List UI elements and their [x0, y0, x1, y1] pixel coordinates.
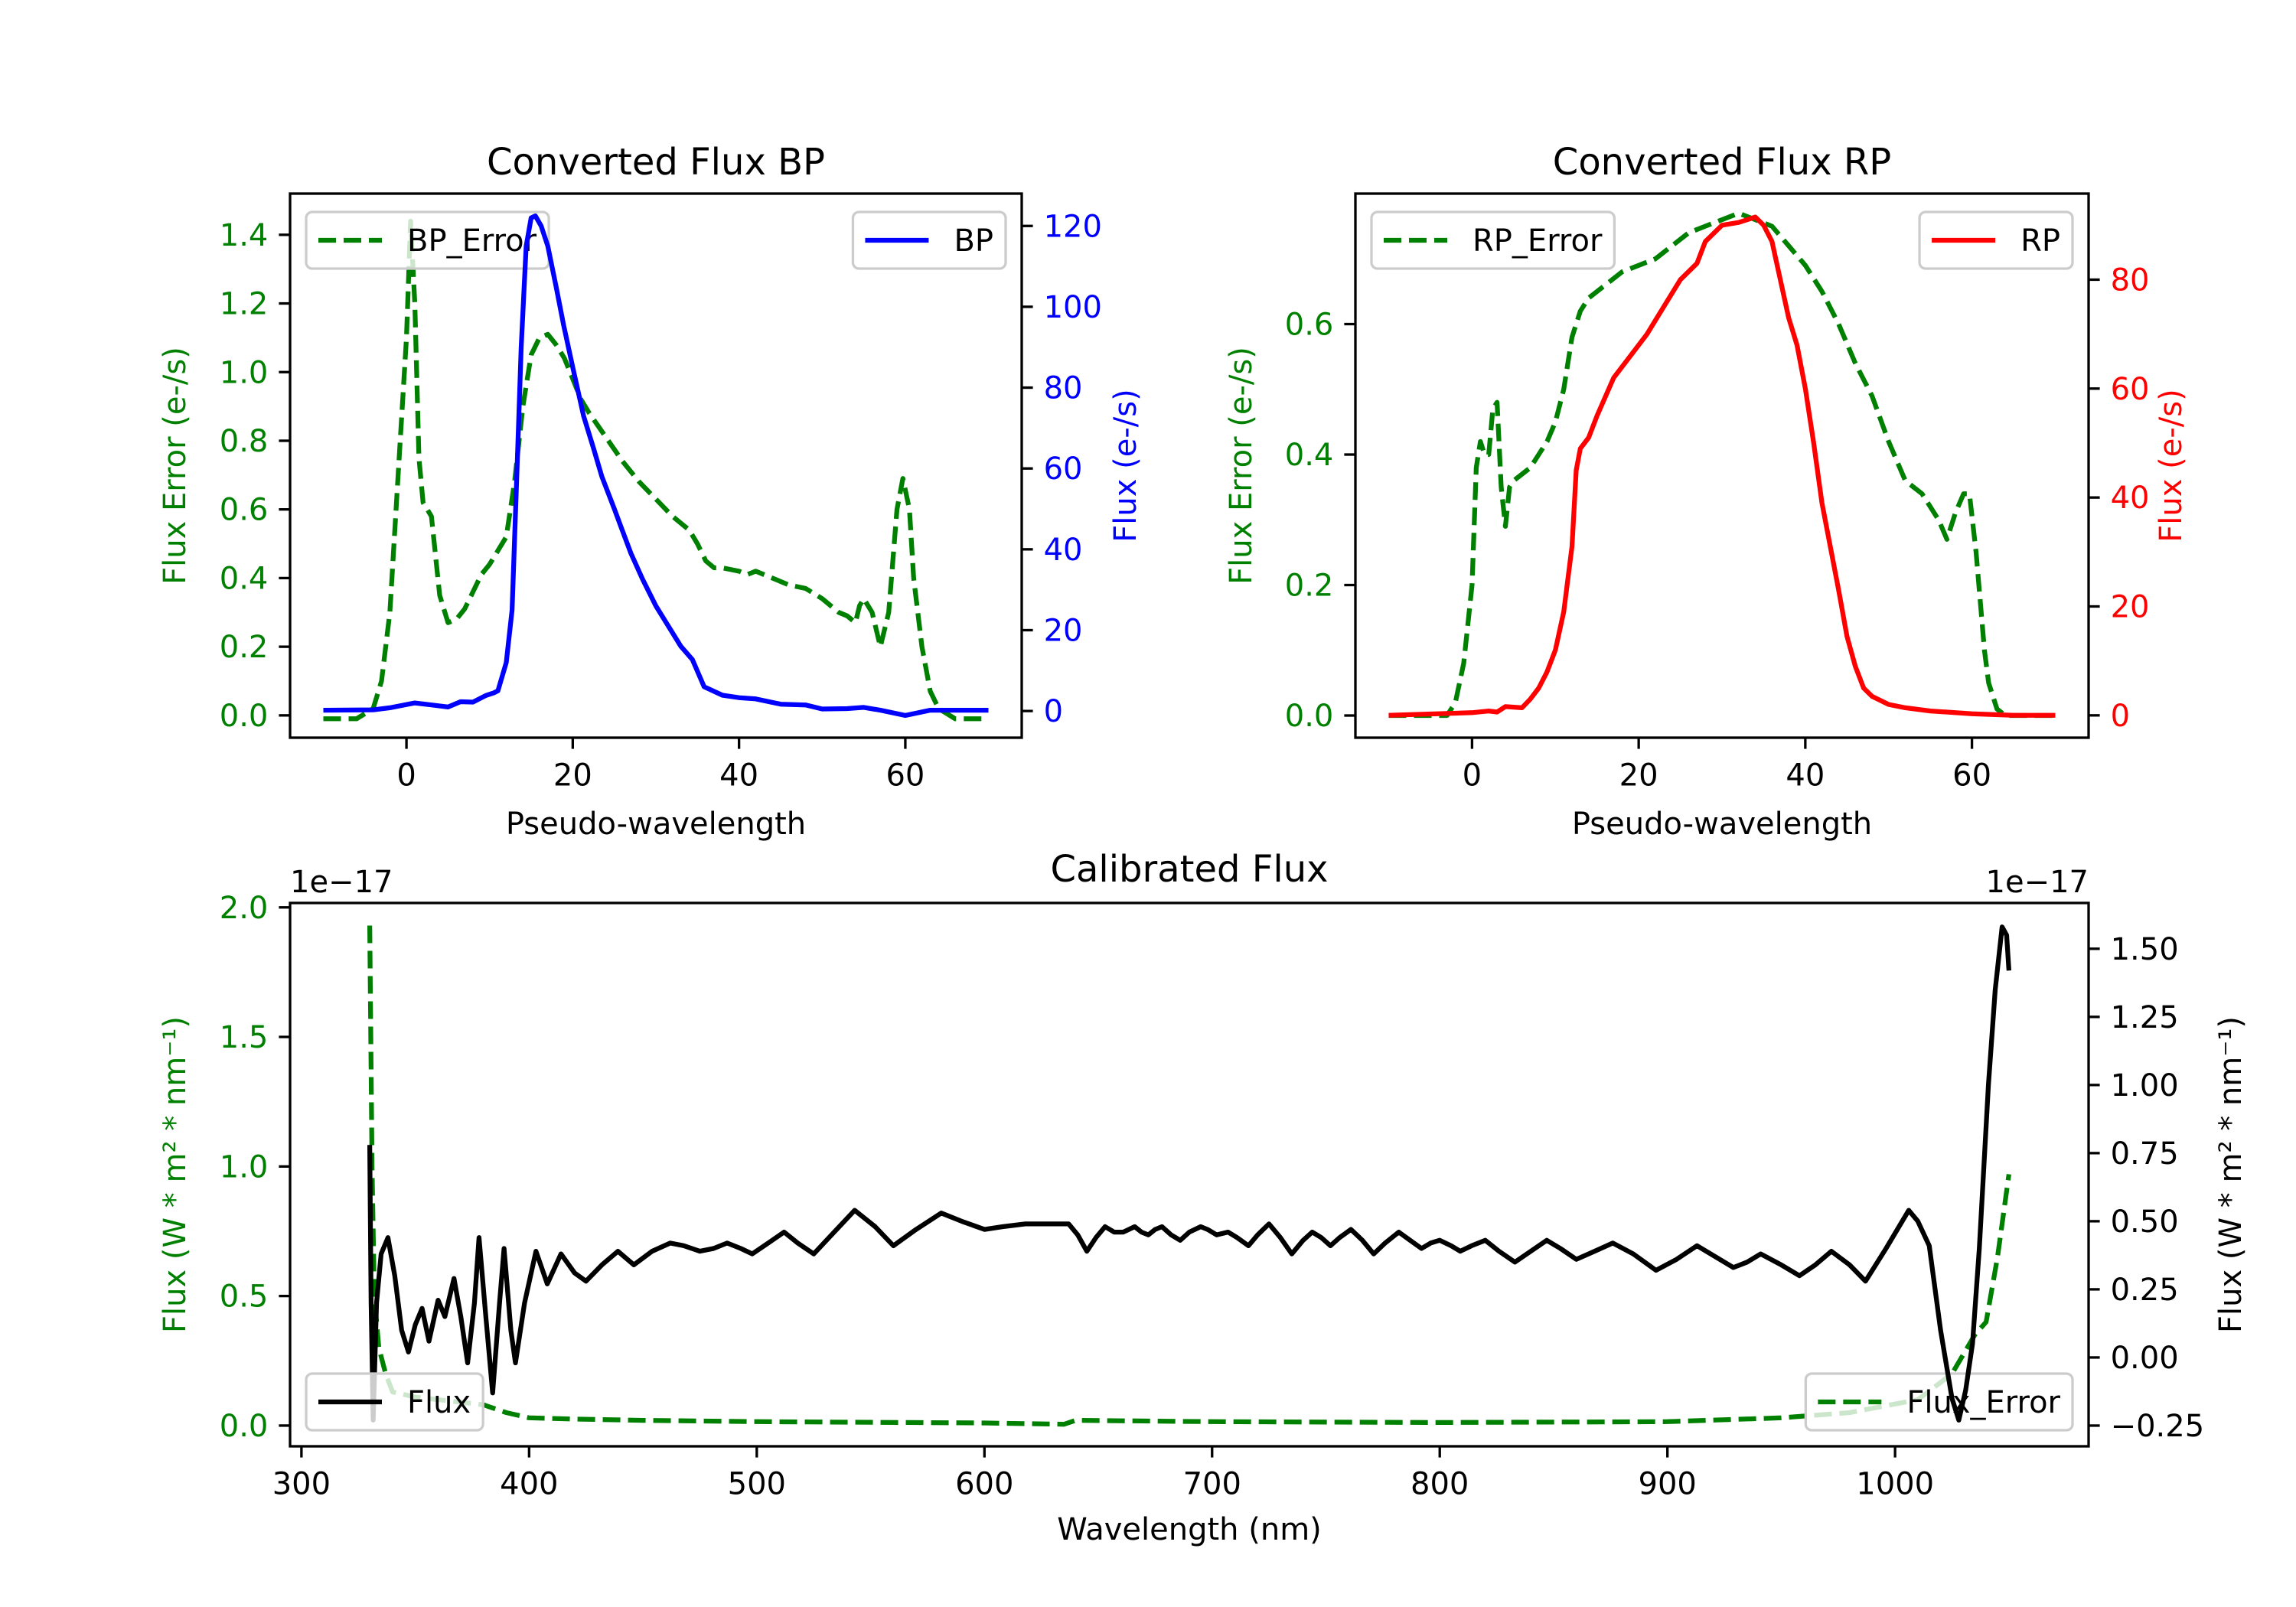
- legend-frame: [1918, 210, 2074, 270]
- x-axis-label: Wavelength (nm): [1057, 1512, 1322, 1547]
- y-tick-label-right: 120: [1044, 209, 1102, 244]
- y-tick-label-left: 0.0: [220, 1409, 269, 1444]
- y-tick-label-left: 1.0: [220, 1149, 269, 1185]
- y-tick-label-left: 2.0: [220, 891, 269, 926]
- y-tick-label-right: 0: [1044, 694, 1063, 729]
- y-tick-label-left: 0.5: [220, 1279, 269, 1315]
- y-tick-label-left: 0.6: [1285, 308, 1334, 343]
- chart-bp: Converted Flux BP Pseudo-wavelength Flux E…: [158, 141, 1143, 842]
- y-axis-label-right: Flux (e-/s): [1108, 389, 1143, 542]
- legend-frame: [305, 1372, 484, 1432]
- y-tick-label-left: 0.0: [1285, 699, 1334, 734]
- x-tick-label: 600: [955, 1467, 1013, 1502]
- x-tick-label: 0: [396, 758, 416, 794]
- y-tick-label-right: 40: [1044, 533, 1083, 568]
- x-tick-label: 60: [885, 758, 925, 794]
- y-axis-label-right: Flux (e-/s): [2154, 389, 2189, 542]
- y-tick-label-left: 0.6: [220, 493, 269, 528]
- y-tick-label-right: 20: [2111, 589, 2150, 624]
- x-tick-label: 800: [1411, 1467, 1469, 1502]
- x-tick-label: 40: [1786, 758, 1825, 794]
- y-tick-label-left: 0.4: [1285, 438, 1334, 473]
- axes-frame: [289, 901, 2090, 1448]
- series-line-bp-error: [323, 218, 989, 722]
- y-tick-label-left: 0.2: [220, 630, 269, 665]
- legend-frame: [1370, 210, 1616, 270]
- y-tick-label-left: 1.4: [220, 218, 269, 253]
- x-tick-label: 400: [500, 1467, 558, 1502]
- chart-title: Converted Flux RP: [1553, 141, 1891, 184]
- y-tick-label-right: 1.50: [2111, 932, 2179, 967]
- y-tick-label-right: 40: [2111, 481, 2150, 516]
- legend-rp-error[interactable]: RP_Error: [1370, 210, 1616, 270]
- legend-label: Flux: [407, 1385, 471, 1420]
- x-tick-label: 0: [1463, 758, 1482, 794]
- y-tick-label-left: 0.8: [220, 424, 269, 459]
- series-line-bp: [323, 213, 989, 719]
- x-tick-label: 700: [1183, 1467, 1241, 1502]
- y-tick-label-left: 0.4: [220, 561, 269, 596]
- y-tick-label-right: 80: [2111, 262, 2150, 298]
- series-line-flux: [367, 924, 2012, 1423]
- x-tick-label: 20: [553, 758, 592, 794]
- y-tick-label-left: 0.2: [1285, 569, 1334, 604]
- y-tick-label-right: 0.25: [2111, 1273, 2179, 1308]
- y-tick-label-right: 20: [1044, 613, 1083, 648]
- x-tick-label: 300: [272, 1467, 331, 1502]
- y-axis-label-left: Flux (W * m² * nm⁻¹): [158, 1016, 193, 1333]
- legend-frame: [851, 210, 1007, 270]
- y-tick-label-right: 60: [1044, 451, 1083, 487]
- y-tick-label-left: 1.5: [220, 1020, 269, 1055]
- x-tick-label: 1000: [1856, 1467, 1934, 1502]
- series-line-rp-error: [1388, 210, 2056, 719]
- series-line-rp: [1388, 214, 2056, 718]
- y-tick-label-right: −0.25: [2111, 1409, 2205, 1444]
- y-tick-label-left: 1.2: [220, 287, 269, 322]
- y-tick-label-right: 0.50: [2111, 1204, 2179, 1240]
- chart-cal: Calibrated Flux Wavelength (nm) Flux (W * …: [158, 848, 2249, 1547]
- y-tick-label-right: 0.00: [2111, 1341, 2179, 1376]
- y-axis-label-left: Flux Error (e-/s): [158, 347, 193, 585]
- legend-flux-error[interactable]: Flux_Error: [1804, 1372, 2074, 1432]
- chart-title: Converted Flux BP: [487, 141, 825, 184]
- legend-rp[interactable]: RP: [1918, 210, 2074, 270]
- x-tick-label: 900: [1639, 1467, 1697, 1502]
- offset-text-right: 1e−17: [1986, 865, 2089, 900]
- legend-flux[interactable]: Flux: [305, 1372, 484, 1432]
- y-tick-label-right: 1.25: [2111, 1000, 2179, 1035]
- x-tick-label: 60: [1952, 758, 1991, 794]
- y-tick-label-right: 80: [1044, 371, 1083, 406]
- legend-label: BP_Error: [407, 223, 537, 259]
- legend-label: BP: [954, 223, 993, 259]
- legend-bp-error[interactable]: BP_Error: [305, 210, 550, 270]
- legend-label: RP: [2020, 223, 2060, 259]
- offset-text-left: 1e−17: [290, 865, 393, 900]
- y-axis-label-left: Flux Error (e-/s): [1224, 347, 1259, 585]
- chart-rp: Converted Flux RP Pseudo-wavelength Flux E…: [1224, 141, 2189, 842]
- y-tick-label-right: 0.75: [2111, 1136, 2179, 1172]
- chart-title: Calibrated Flux: [1050, 848, 1328, 891]
- x-axis-label: Pseudo-wavelength: [506, 807, 806, 842]
- y-tick-label-right: 0: [2111, 699, 2130, 734]
- x-tick-label: 20: [1619, 758, 1658, 794]
- legend-frame: [305, 210, 550, 270]
- legend-bp[interactable]: BP: [851, 210, 1007, 270]
- axes-frame: [1354, 192, 2090, 739]
- legend-label: Flux_Error: [1906, 1385, 2060, 1420]
- y-tick-label-right: 100: [1044, 290, 1102, 325]
- legend-label: RP_Error: [1473, 223, 1603, 259]
- y-axis-label-right: Flux (W * m² * nm⁻¹): [2213, 1016, 2249, 1333]
- y-tick-label-left: 1.0: [220, 355, 269, 390]
- y-tick-label-left: 0.0: [220, 699, 269, 734]
- axes-frame: [289, 192, 1023, 739]
- x-axis-label: Pseudo-wavelength: [1572, 807, 1872, 842]
- y-tick-label-right: 1.00: [2111, 1068, 2179, 1103]
- y-tick-label-right: 60: [2111, 372, 2150, 407]
- legend-frame: [1804, 1372, 2074, 1432]
- x-tick-label: 500: [728, 1467, 786, 1502]
- x-tick-label: 40: [719, 758, 758, 794]
